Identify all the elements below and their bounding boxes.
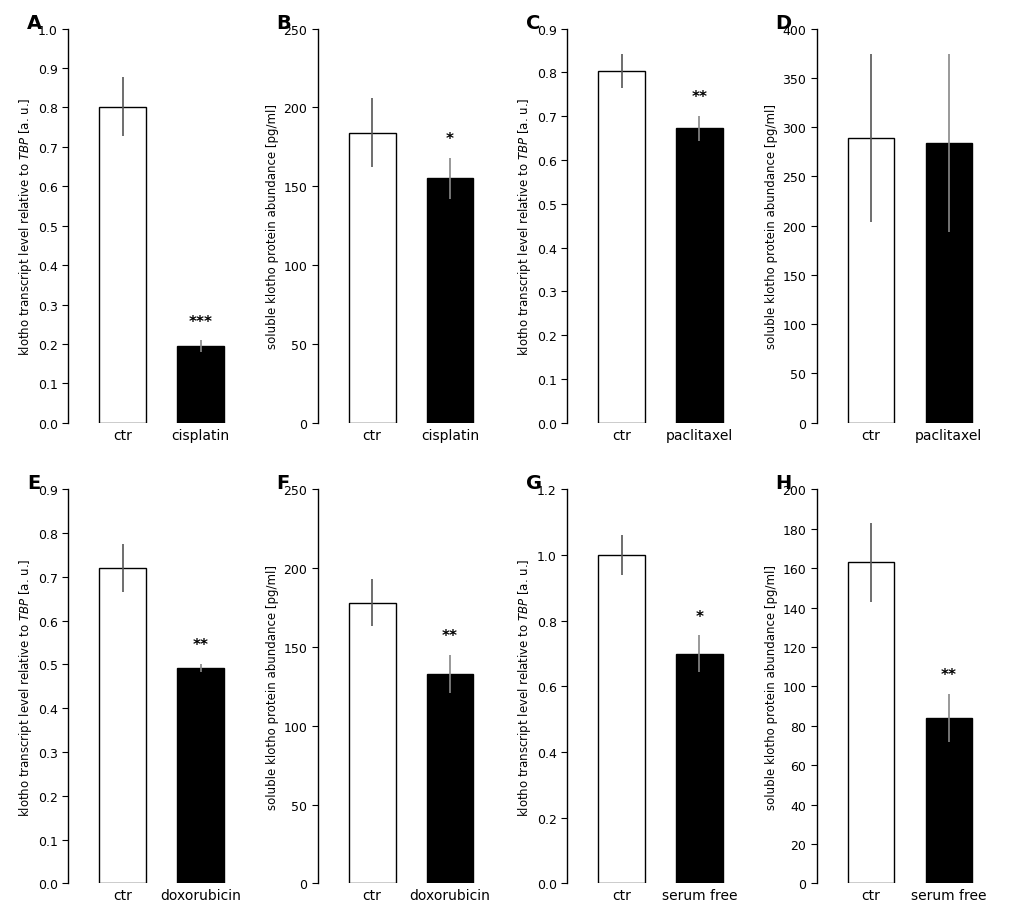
Bar xyxy=(99,108,146,424)
Bar xyxy=(348,133,395,424)
Bar xyxy=(676,653,722,883)
Y-axis label: soluble klotho protein abundance [pg/ml]: soluble klotho protein abundance [pg/ml] xyxy=(266,564,279,809)
Text: **: ** xyxy=(940,668,956,683)
Text: H: H xyxy=(774,474,791,493)
Y-axis label: klotho transcript level relative to $\mathit{TBP}$ [a. u.]: klotho transcript level relative to $\ma… xyxy=(515,558,532,816)
Y-axis label: soluble klotho protein abundance [pg/ml]: soluble klotho protein abundance [pg/ml] xyxy=(266,104,279,349)
Bar xyxy=(426,179,473,424)
Bar xyxy=(426,674,473,883)
Y-axis label: klotho transcript level relative to $\mathit{TBP}$ [a. u.]: klotho transcript level relative to $\ma… xyxy=(16,97,34,356)
Y-axis label: klotho transcript level relative to $\mathit{TBP}$ [a. u.]: klotho transcript level relative to $\ma… xyxy=(16,558,34,816)
Bar xyxy=(924,718,971,883)
Text: *: * xyxy=(445,132,453,147)
Bar xyxy=(348,603,395,883)
Text: **: ** xyxy=(691,90,707,105)
Bar xyxy=(676,130,722,424)
Y-axis label: soluble klotho protein abundance [pg/ml]: soluble klotho protein abundance [pg/ml] xyxy=(764,564,777,809)
Text: ***: *** xyxy=(189,314,212,329)
Text: *: * xyxy=(695,609,703,624)
Y-axis label: klotho transcript level relative to $\mathit{TBP}$ [a. u.]: klotho transcript level relative to $\ma… xyxy=(515,97,532,356)
Text: **: ** xyxy=(193,637,208,652)
Bar xyxy=(847,139,894,424)
Bar xyxy=(99,569,146,883)
Text: D: D xyxy=(774,14,791,33)
Bar xyxy=(177,346,223,424)
Text: G: G xyxy=(526,474,542,493)
Text: A: A xyxy=(28,14,42,33)
Bar xyxy=(924,143,971,424)
Text: B: B xyxy=(276,14,291,33)
Bar xyxy=(598,72,644,424)
Y-axis label: soluble klotho protein abundance [pg/ml]: soluble klotho protein abundance [pg/ml] xyxy=(764,104,777,349)
Text: C: C xyxy=(526,14,540,33)
Text: **: ** xyxy=(441,629,458,643)
Bar xyxy=(598,555,644,883)
Bar xyxy=(847,562,894,883)
Text: E: E xyxy=(28,474,41,493)
Text: F: F xyxy=(276,474,289,493)
Bar xyxy=(177,668,223,883)
